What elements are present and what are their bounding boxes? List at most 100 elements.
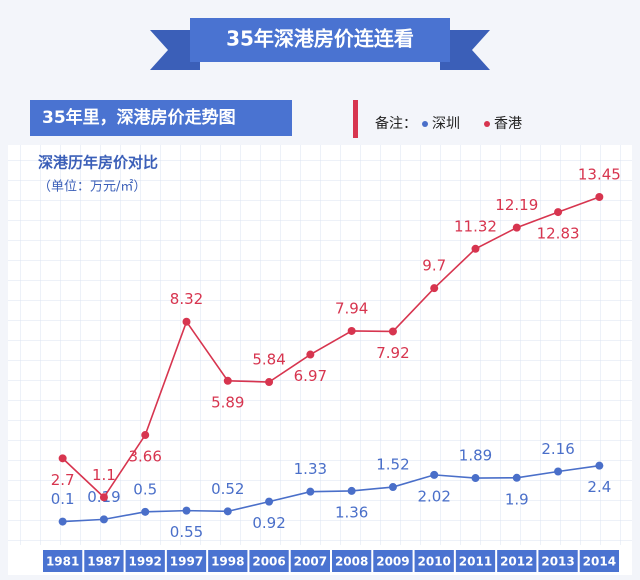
x-tick-label: 2011 [459, 555, 492, 569]
value-label: 2.16 [541, 440, 574, 458]
point [99, 493, 108, 502]
point [554, 208, 563, 217]
point [388, 483, 397, 492]
value-label: 2.7 [51, 471, 75, 489]
point [388, 327, 397, 336]
legend-marker [422, 121, 428, 127]
x-tick-label: 1997 [170, 555, 203, 569]
x-tick-box [538, 550, 578, 572]
x-tick-box [290, 550, 330, 572]
x-tick-box [84, 550, 124, 572]
point [347, 326, 356, 335]
value-label: 12.19 [495, 196, 538, 214]
x-tick-box [414, 550, 454, 572]
value-label: 2.4 [587, 478, 611, 496]
x-tick-label: 1987 [87, 555, 120, 569]
point [554, 467, 563, 476]
divider [353, 100, 358, 138]
point [306, 487, 315, 496]
value-label: 2.02 [418, 487, 451, 505]
value-label: 0.52 [211, 480, 244, 498]
value-label: 0.5 [133, 480, 157, 498]
x-tick-label: 2009 [376, 555, 409, 569]
x-tick-label: 1992 [129, 555, 162, 569]
value-label: 1.1 [92, 466, 116, 484]
point [512, 473, 521, 482]
point [595, 193, 604, 201]
value-label: 0.55 [170, 523, 203, 541]
value-label: 13.45 [578, 166, 621, 184]
point [58, 454, 67, 463]
point [223, 507, 232, 516]
value-label: 8.32 [170, 290, 203, 308]
x-tick-label: 2014 [583, 555, 616, 569]
value-label: 5.84 [252, 351, 285, 369]
value-label: 7.94 [335, 299, 368, 317]
point [223, 376, 232, 385]
x-tick-box [373, 550, 413, 572]
value-label: 9.7 [422, 257, 446, 275]
ribbon-right [440, 30, 490, 70]
x-tick-box [43, 550, 83, 572]
point [430, 470, 439, 479]
x-tick-box [332, 550, 372, 572]
point [430, 284, 439, 293]
point [471, 244, 480, 253]
point [265, 378, 274, 387]
x-tick-label: 2010 [418, 555, 451, 569]
value-label: 5.89 [211, 393, 244, 411]
point [265, 497, 274, 506]
chart-title: 深港历年房价对比 [38, 154, 158, 172]
value-label: 1.33 [294, 460, 327, 478]
subtitle-box [30, 100, 292, 136]
line [62, 196, 600, 499]
x-tick-box [125, 550, 165, 572]
point [471, 474, 480, 483]
value-label: 12.83 [537, 225, 580, 243]
point [512, 223, 521, 232]
banner-title: 35年深港房价连连看 [226, 27, 414, 51]
point [595, 461, 604, 470]
ribbon-left [150, 30, 200, 70]
x-tick-label: 1981 [46, 555, 79, 569]
banner-box [190, 18, 450, 62]
legend-label: 备注： [375, 115, 417, 132]
value-label: 7.92 [376, 344, 409, 362]
legend-text: 香港 [494, 116, 522, 132]
point [182, 317, 191, 326]
x-tick-label: 2008 [335, 555, 368, 569]
x-tick-box [249, 550, 289, 572]
unit-label: （单位：万元/㎡） [38, 180, 146, 195]
point [306, 350, 315, 359]
value-label: 0.1 [51, 490, 75, 508]
x-tick-box [208, 550, 248, 572]
x-tick-box [455, 550, 496, 572]
value-label: 3.66 [129, 448, 162, 466]
point [141, 507, 150, 516]
point [99, 515, 108, 524]
value-label: 11.32 [454, 217, 497, 235]
x-tick-label: 2006 [252, 555, 285, 569]
x-tick-label: 2013 [541, 555, 574, 569]
legend-marker [484, 121, 490, 127]
value-label: 1.89 [459, 447, 492, 465]
value-label: 0.92 [252, 514, 285, 532]
point [182, 506, 191, 515]
value-label: 1.36 [335, 503, 368, 521]
value-label: 1.9 [505, 490, 529, 508]
x-tick-box [497, 550, 537, 572]
legend-text: 深圳 [432, 116, 460, 132]
x-tick-label: 2012 [500, 555, 533, 569]
value-label: 6.97 [294, 367, 327, 385]
grid-pattern [8, 145, 632, 545]
x-tick-box [579, 550, 619, 572]
x-tick-box [166, 550, 207, 572]
value-label: 1.52 [376, 456, 409, 474]
x-tick-label: 1998 [211, 555, 244, 569]
line [62, 464, 600, 523]
point [347, 486, 356, 495]
point [58, 517, 67, 526]
subtitle: 35年里，深港房价走势图 [42, 107, 236, 128]
